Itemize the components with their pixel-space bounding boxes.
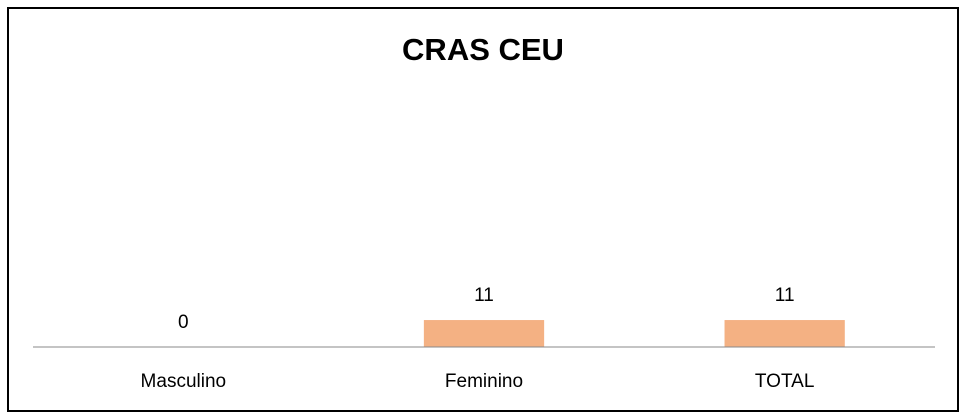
x-tick-label: Feminino xyxy=(445,371,523,392)
bar xyxy=(724,320,845,347)
chart-frame xyxy=(7,7,959,412)
chart-title: CRAS CEU xyxy=(402,32,564,67)
x-tick-label: Masculino xyxy=(141,371,227,392)
data-label: 11 xyxy=(474,285,494,306)
data-label: 0 xyxy=(178,312,189,333)
x-tick-label: TOTAL xyxy=(755,371,814,392)
data-label: 11 xyxy=(775,285,795,306)
bar xyxy=(423,320,545,347)
